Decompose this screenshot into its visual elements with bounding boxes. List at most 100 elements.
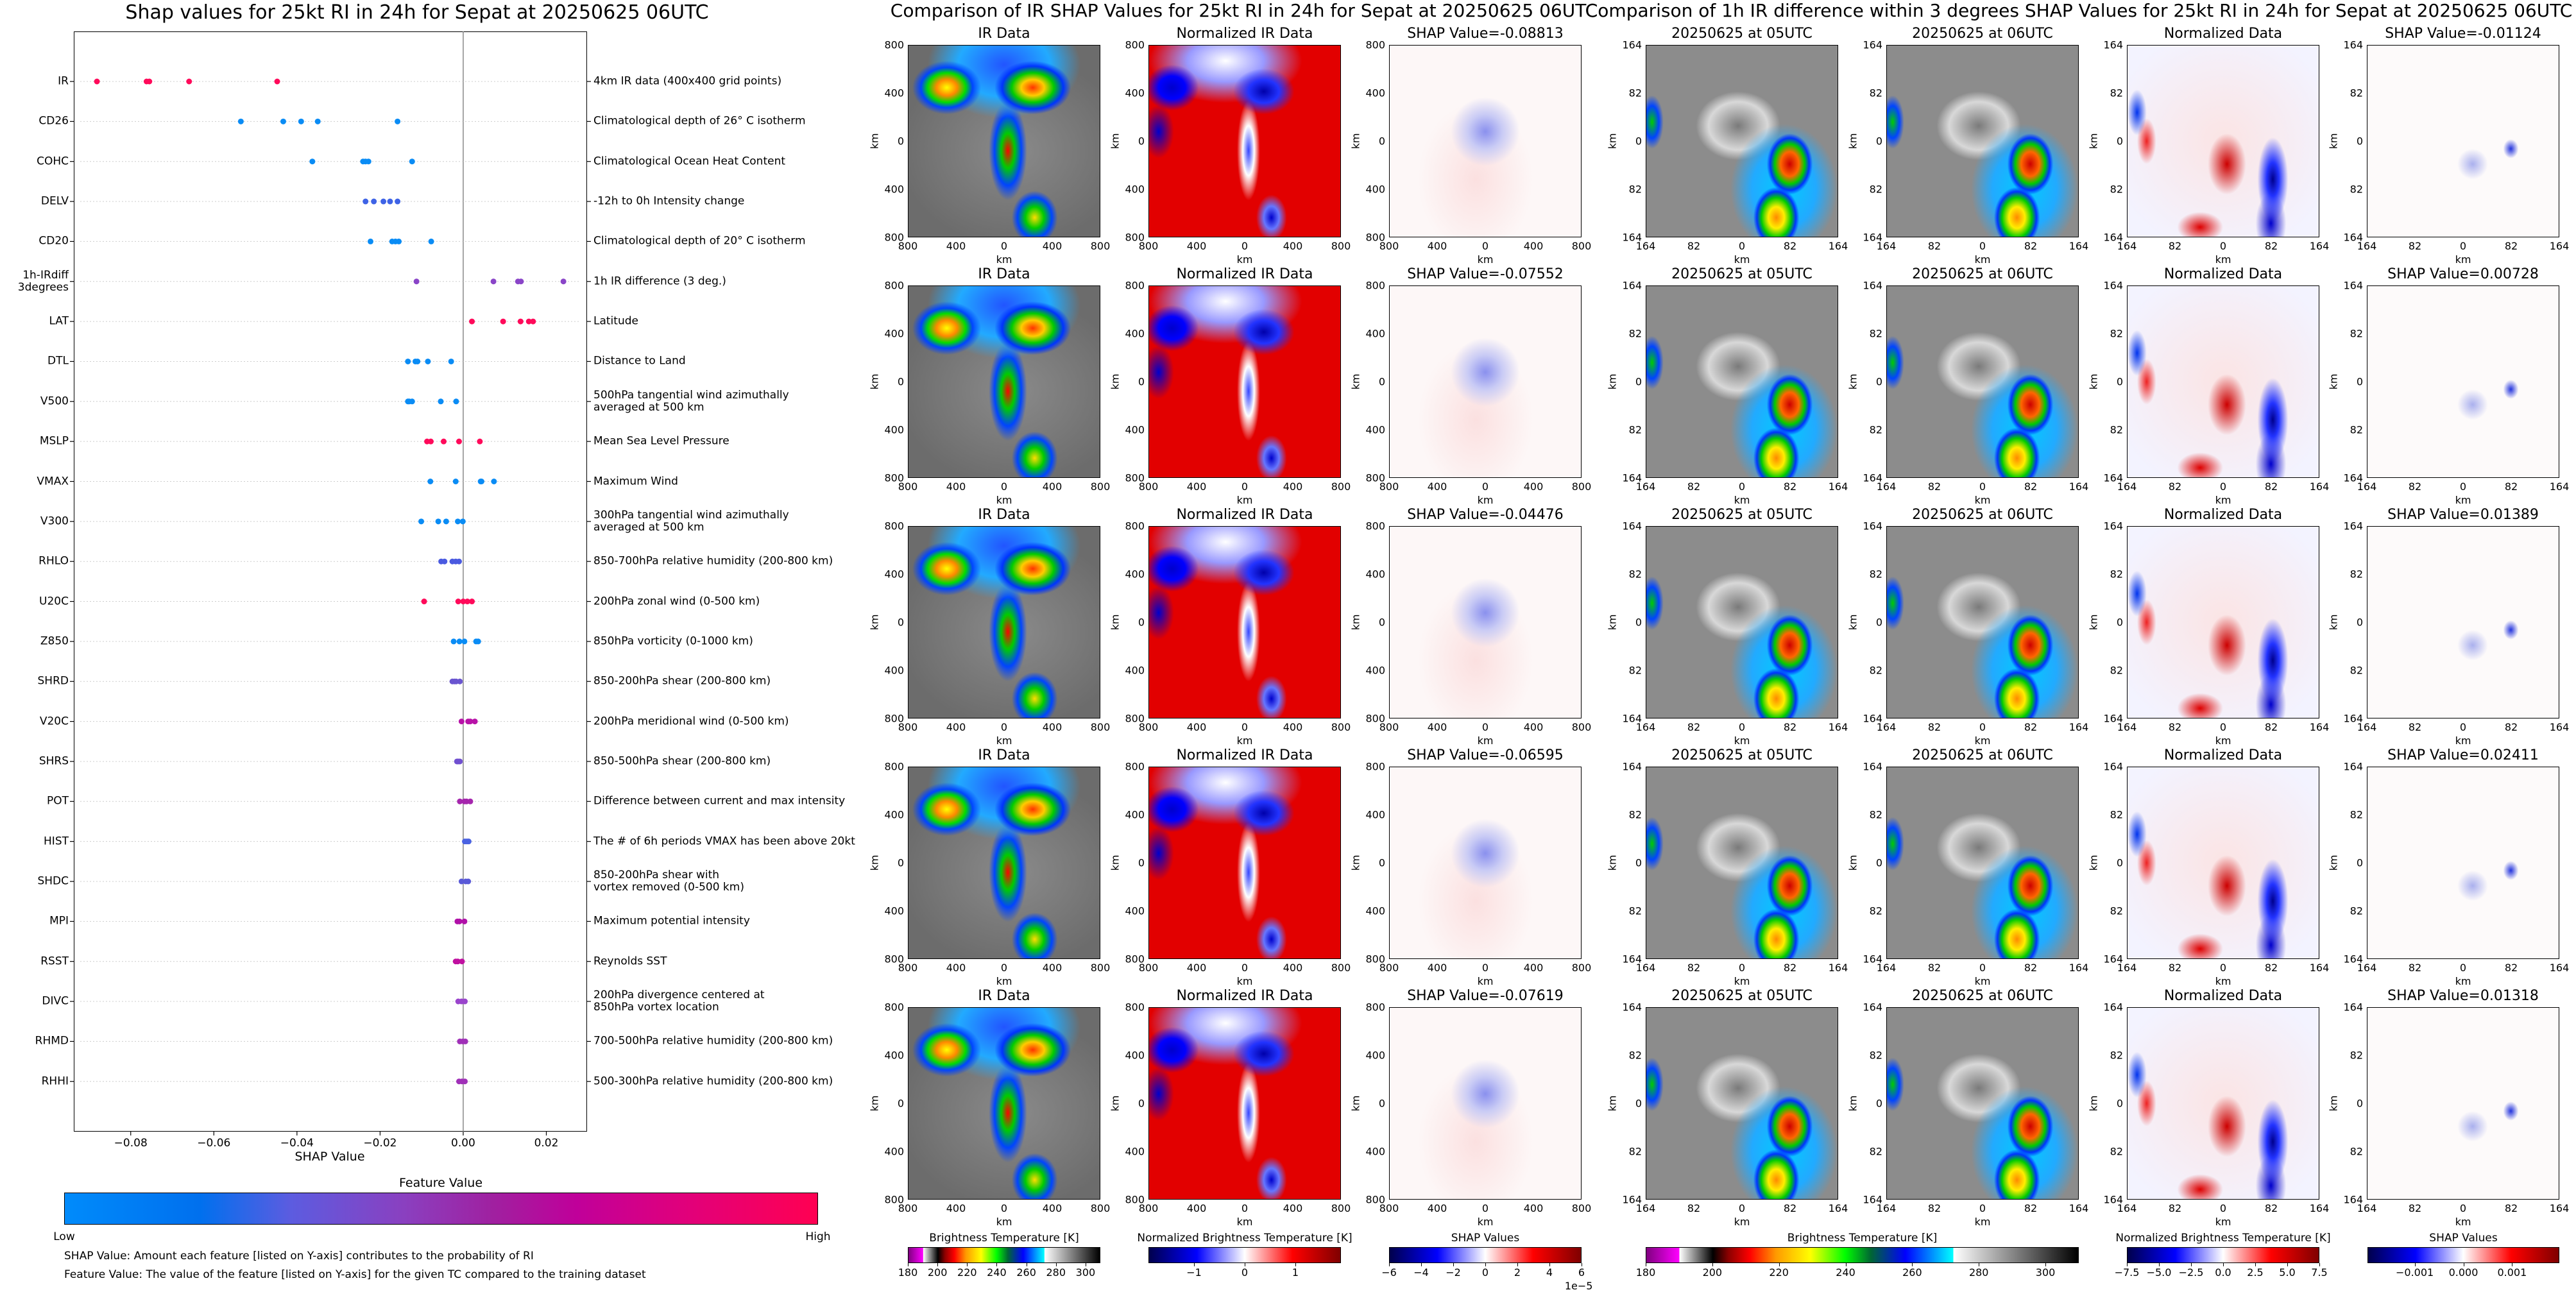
y-tick-label: 400 xyxy=(884,568,904,581)
y-tick-label: 164 xyxy=(2343,712,2363,725)
x-tick-label: 0 xyxy=(1481,1202,1489,1214)
x-tick-label: 0 xyxy=(2459,1202,2467,1214)
colorbar-tick-label: 200 xyxy=(927,1266,948,1279)
y-tick-label: 800 xyxy=(1125,279,1145,292)
x-tick-label: 800 xyxy=(1331,1202,1351,1214)
shap-point xyxy=(186,78,192,85)
x-tick-label: 400 xyxy=(1283,1202,1303,1214)
ir-06utc-panel-title: 20250625 at 06UTC xyxy=(1912,26,2053,42)
y-tick-label: 164 xyxy=(2343,1001,2363,1014)
x-tick-label: 0.00 xyxy=(451,1137,475,1150)
colorbar-tick-label: 6 xyxy=(1578,1266,1585,1279)
feature-description: 300hPa tangential wind azimuthally avera… xyxy=(593,508,789,534)
feature-description: The # of 6h periods VMAX has been above … xyxy=(593,835,855,848)
colorbar-tick-mark xyxy=(1845,1263,1847,1266)
shap-point xyxy=(418,518,425,525)
feature-label: U20C xyxy=(39,595,69,608)
x-tick-label: 164 xyxy=(2549,962,2570,974)
x-tick-label: 400 xyxy=(1042,721,1062,733)
colorbar-tick-label: −2 xyxy=(1446,1266,1461,1279)
x-axis-label: km xyxy=(2215,253,2231,266)
x-tick-label: 164 xyxy=(1635,721,1656,733)
y-tick-label: 0 xyxy=(1875,135,1882,148)
ir-data-panel-title: IR Data xyxy=(978,988,1030,1004)
y-tick-label: 800 xyxy=(1365,472,1385,484)
shap-point xyxy=(452,479,459,484)
x-tick-label: 82 xyxy=(1927,721,1941,733)
shap-point xyxy=(448,358,454,364)
colorbar-tick-label: −4 xyxy=(1413,1266,1429,1279)
x-tick-label: 400 xyxy=(1523,1202,1544,1214)
x-tick-label: 82 xyxy=(2504,480,2518,493)
x-axis-label: km xyxy=(2455,975,2471,987)
feature-label: V20C xyxy=(39,715,69,728)
y-axis-label: km xyxy=(868,614,881,631)
x-tick-label: 800 xyxy=(1571,480,1592,493)
x-tick-label: 164 xyxy=(2309,480,2330,493)
y-tick-label: 164 xyxy=(2103,231,2123,244)
x-tick-label: 82 xyxy=(2408,480,2422,493)
x-tick-label: 400 xyxy=(1427,721,1447,733)
colorbar-tick-label: 220 xyxy=(957,1266,977,1279)
shap-point xyxy=(530,318,536,325)
y-tick-label: 0 xyxy=(2356,616,2363,629)
ir-data-panel xyxy=(908,767,1100,959)
x-axis-label: km xyxy=(2455,253,2471,266)
y-tick-label: 0 xyxy=(1138,135,1145,148)
y-tick-label: 164 xyxy=(2103,520,2123,532)
x-tick-label: 164 xyxy=(2068,240,2089,252)
x-tick-label: 0 xyxy=(1481,721,1489,733)
x-axis-label: km xyxy=(2455,494,2471,506)
y-tick-label: 164 xyxy=(2343,38,2363,51)
x-tick-label: 164 xyxy=(2117,480,2137,493)
x-tick-label: 164 xyxy=(2117,240,2137,252)
y-tick-label: 164 xyxy=(1622,953,1642,965)
y-tick-label: 0 xyxy=(2356,135,2363,148)
colorbar-tick-mark xyxy=(996,1263,998,1266)
ir-data-panel xyxy=(908,1007,1100,1200)
x-tick-label: 164 xyxy=(2309,721,2330,733)
x-tick-label: 164 xyxy=(1876,1202,1897,1214)
feature-description: 1h IR difference (3 deg.) xyxy=(593,275,726,288)
y-tick-label: 800 xyxy=(1365,712,1385,725)
ir-06utc-panel-title: 20250625 at 06UTC xyxy=(1912,988,2053,1004)
y-axis-label: km xyxy=(1606,133,1619,149)
irdiff-shap-panel xyxy=(2367,285,2559,478)
y-tick-label: 800 xyxy=(1365,231,1385,244)
y-tick-label: 0 xyxy=(1378,856,1385,869)
y-tick-label: 164 xyxy=(1622,38,1642,51)
y-tick-label: 800 xyxy=(884,279,904,292)
normalized-diff-panel xyxy=(2127,767,2319,959)
colorbar-tick-mark xyxy=(1517,1263,1518,1266)
x-tick-label: 0 xyxy=(1000,240,1008,252)
x-tick-label: 400 xyxy=(1186,1202,1207,1214)
y-tick-label: 800 xyxy=(884,472,904,484)
colorbar xyxy=(2127,1247,2319,1263)
x-axis-label: km xyxy=(996,1216,1012,1228)
shap-point xyxy=(518,278,524,285)
irdiff-comparison-title: Comparison of 1h IR difference within 3 … xyxy=(1585,0,2573,21)
x-tick-label: 400 xyxy=(1427,1202,1447,1214)
x-tick-label: 800 xyxy=(1571,1202,1592,1214)
normalized-diff-panel-title: Normalized Data xyxy=(2163,747,2283,763)
shap-point xyxy=(453,398,459,405)
feature-label: MSLP xyxy=(39,434,69,448)
feature-description: -12h to 0h Intensity change xyxy=(593,194,745,208)
y-tick-label: 164 xyxy=(1622,231,1642,244)
x-axis-label: km xyxy=(1236,975,1253,987)
x-tick-label: 164 xyxy=(2309,1202,2330,1214)
x-tick-label: 800 xyxy=(1379,480,1399,493)
x-tick-label: −0.02 xyxy=(363,1137,397,1150)
colorbar-tick-mark xyxy=(2319,1263,2320,1266)
shap-summary-plot-area xyxy=(74,31,587,1132)
y-tick-label: 0 xyxy=(1138,375,1145,388)
x-tick-label: 0 xyxy=(2219,480,2227,493)
colorbar-tick-label: 280 xyxy=(1046,1266,1066,1279)
y-axis-label: km xyxy=(2087,854,2100,871)
colorbar-tick-label: −7.5 xyxy=(2114,1266,2140,1279)
x-axis-label: km xyxy=(1236,1216,1253,1228)
shap-point xyxy=(472,718,478,725)
x-tick-label: 0 xyxy=(1241,721,1249,733)
y-tick-label: 164 xyxy=(1863,38,1882,51)
x-tick-label: 82 xyxy=(2168,962,2182,974)
